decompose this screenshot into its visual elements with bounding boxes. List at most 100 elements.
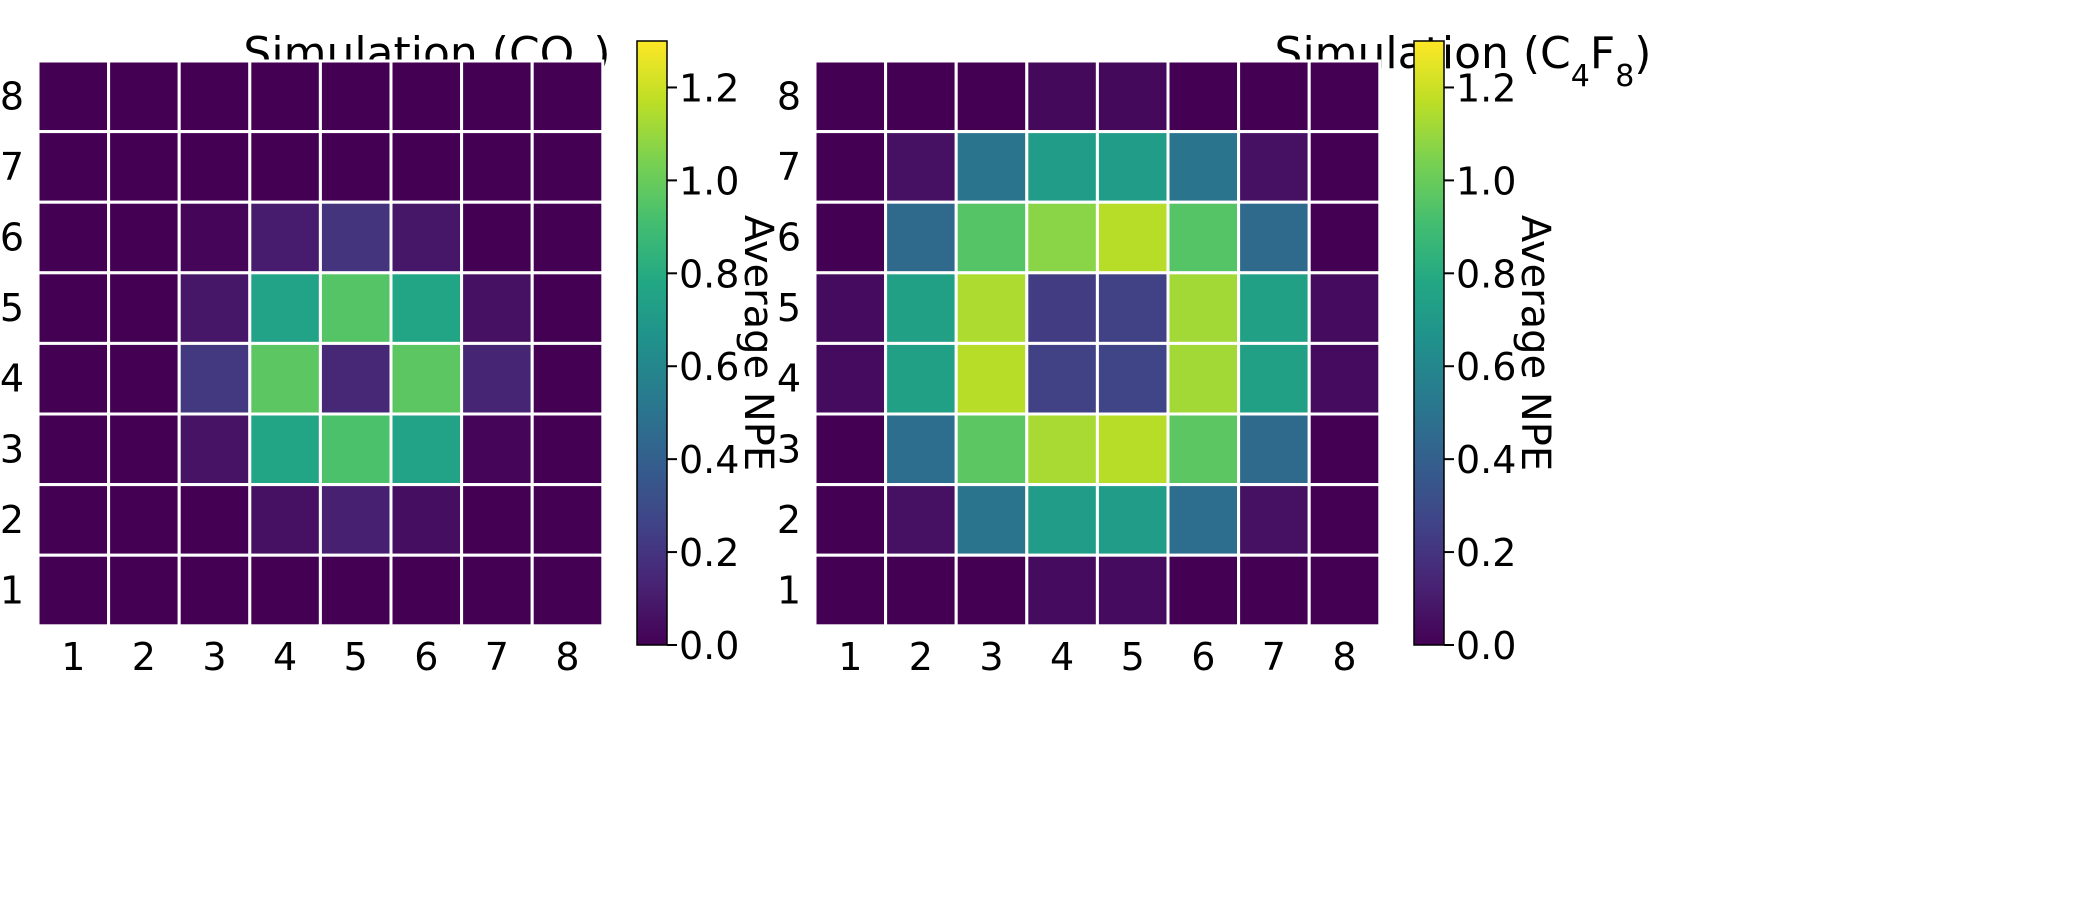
heatmap-cell (884, 200, 958, 275)
x-tick-label: 1 (838, 635, 862, 679)
heatmap-cell (1307, 271, 1382, 345)
heatmap-cell (954, 200, 1029, 275)
colorbar-tick-label: 1.0 (679, 159, 739, 203)
heatmap-cell (460, 483, 534, 557)
heatmap-cell (1237, 271, 1311, 345)
heatmap-cell (1166, 412, 1241, 487)
heatmap-cell (318, 412, 393, 487)
heatmap-cell (1237, 341, 1311, 416)
heatmap-cell (177, 483, 252, 557)
x-tick-label: 5 (344, 635, 368, 679)
heatmap-cell (884, 130, 958, 204)
heatmap-cell (318, 200, 393, 275)
colorbar-tick-label: 0.2 (1456, 531, 1516, 575)
y-tick-label: 1 (0, 569, 24, 613)
heatmap-cell (1237, 130, 1311, 204)
heatmap-cell (1237, 200, 1311, 275)
heatmap-cell (1307, 483, 1382, 557)
heatmap-cell (1237, 553, 1311, 628)
heatmap-cell (460, 200, 534, 275)
colorbar-co2: 0.0 0.2 0.4 0.6 0.8 1.0 1.2 Average NPE (636, 40, 781, 668)
x-axis-ticks-c4f8: 1 2 3 4 5 6 7 8 (838, 635, 1356, 679)
heatmap-cell (1166, 553, 1241, 628)
heatmap-cell (248, 59, 322, 134)
colorbar-tick-label: 0.0 (1456, 624, 1516, 668)
heatmap-cell (530, 483, 605, 557)
x-tick-label: 6 (1191, 635, 1215, 679)
heatmap-cell (1025, 271, 1099, 345)
heatmap-cell (389, 200, 464, 275)
heatmap-cell (248, 200, 322, 275)
heatmap-cell (1166, 483, 1241, 557)
heatmap-cells-c4f8 (813, 59, 1382, 628)
heatmap-cell (36, 59, 111, 134)
heatmap-cell (813, 200, 888, 275)
heatmap-cell (1307, 130, 1382, 204)
heatmap-cell (1307, 553, 1382, 628)
heatmap-cell (813, 553, 888, 628)
heatmap-cell (1307, 200, 1382, 275)
heatmap-cell (36, 200, 111, 275)
heatmap-cell (1095, 341, 1170, 416)
heatmap-cell (1095, 200, 1170, 275)
heatmap-cell (954, 412, 1029, 487)
y-tick-label: 1 (777, 569, 801, 613)
y-tick-label: 5 (0, 286, 24, 330)
heatmap-cell (248, 483, 322, 557)
heatmap-cell (389, 483, 464, 557)
heatmap-cell (530, 553, 605, 628)
heatmap-cell (1095, 59, 1170, 134)
y-tick-label: 6 (777, 216, 801, 260)
colorbar-tick-label: 0.8 (1456, 252, 1516, 296)
heatmap-cell (1025, 59, 1099, 134)
x-tick-label: 2 (909, 635, 933, 679)
heatmap-cell (1025, 412, 1099, 487)
heatmap-cell (107, 59, 181, 134)
heatmap-cell (389, 341, 464, 416)
y-tick-label: 4 (777, 357, 801, 401)
heatmap-cell (1237, 59, 1311, 134)
y-axis-ticks-co2: 1 2 3 4 5 6 7 8 (0, 74, 24, 612)
heatmap-cell (36, 341, 111, 416)
heatmap-cell (177, 553, 252, 628)
y-tick-label: 7 (0, 145, 24, 189)
heatmap-cell (954, 483, 1029, 557)
heatmap-cell (318, 130, 393, 204)
heatmap-cell (460, 412, 534, 487)
heatmap-cell (813, 341, 888, 416)
heatmap-cell (107, 553, 181, 628)
heatmap-cell (36, 483, 111, 557)
heatmap-cell (1095, 130, 1170, 204)
heatmap-cell (813, 412, 888, 487)
x-tick-label: 1 (61, 635, 85, 679)
x-tick-label: 7 (485, 635, 509, 679)
heatmap-cell (813, 59, 888, 134)
heatmap-cell (884, 59, 958, 134)
colorbar-tick-label: 1.0 (1456, 159, 1516, 203)
colorbar-c4f8: 0.0 0.2 0.4 0.6 0.8 1.0 1.2 Average NPE (1413, 40, 1558, 668)
colorbar-label: Average NPE (735, 215, 781, 471)
colorbar-tick-label: 1.2 (679, 66, 739, 110)
heatmap-cell (813, 130, 888, 204)
heatmap-cell (1095, 412, 1170, 487)
y-tick-label: 8 (0, 74, 24, 118)
x-tick-label: 3 (202, 635, 226, 679)
heatmap-cell (884, 483, 958, 557)
heatmap-cell (460, 553, 534, 628)
heatmap-cell (1166, 59, 1241, 134)
heatmap-cell (36, 271, 111, 345)
heatmap-cell (1025, 483, 1099, 557)
colorbar-tick-label: 0.2 (679, 531, 739, 575)
heatmap-cell (107, 271, 181, 345)
heatmap-cell (460, 130, 534, 204)
y-tick-label: 7 (777, 145, 801, 189)
heatmap-cell (1307, 412, 1382, 487)
heatmap-cell (530, 412, 605, 487)
y-tick-label: 8 (777, 74, 801, 118)
heatmap-cell (1166, 341, 1241, 416)
y-tick-label: 2 (0, 498, 24, 542)
heatmap-cell (884, 412, 958, 487)
heatmap-cell (530, 271, 605, 345)
